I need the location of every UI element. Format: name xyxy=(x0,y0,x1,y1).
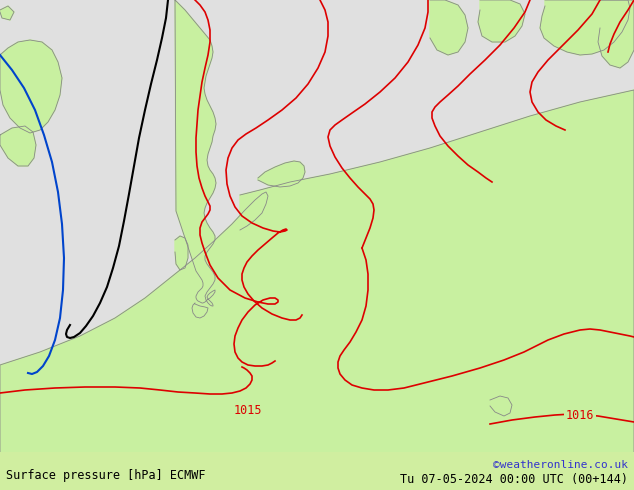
Bar xyxy=(0,452,634,490)
Polygon shape xyxy=(598,0,634,68)
Polygon shape xyxy=(192,303,208,318)
Polygon shape xyxy=(540,0,630,55)
Polygon shape xyxy=(258,161,305,187)
Polygon shape xyxy=(0,90,634,455)
Text: ©weatheronline.co.uk: ©weatheronline.co.uk xyxy=(493,460,628,470)
Polygon shape xyxy=(430,0,468,55)
Polygon shape xyxy=(0,126,36,166)
Polygon shape xyxy=(490,396,512,416)
Polygon shape xyxy=(0,40,62,133)
Text: 1016: 1016 xyxy=(566,409,594,421)
Polygon shape xyxy=(0,6,14,20)
Text: Surface pressure [hPa] ECMWF: Surface pressure [hPa] ECMWF xyxy=(6,468,205,482)
Polygon shape xyxy=(175,0,216,306)
Text: 1015: 1015 xyxy=(234,403,262,416)
Polygon shape xyxy=(175,236,188,270)
Text: Tu 07-05-2024 00:00 UTC (00+144): Tu 07-05-2024 00:00 UTC (00+144) xyxy=(400,472,628,486)
Polygon shape xyxy=(478,0,525,42)
